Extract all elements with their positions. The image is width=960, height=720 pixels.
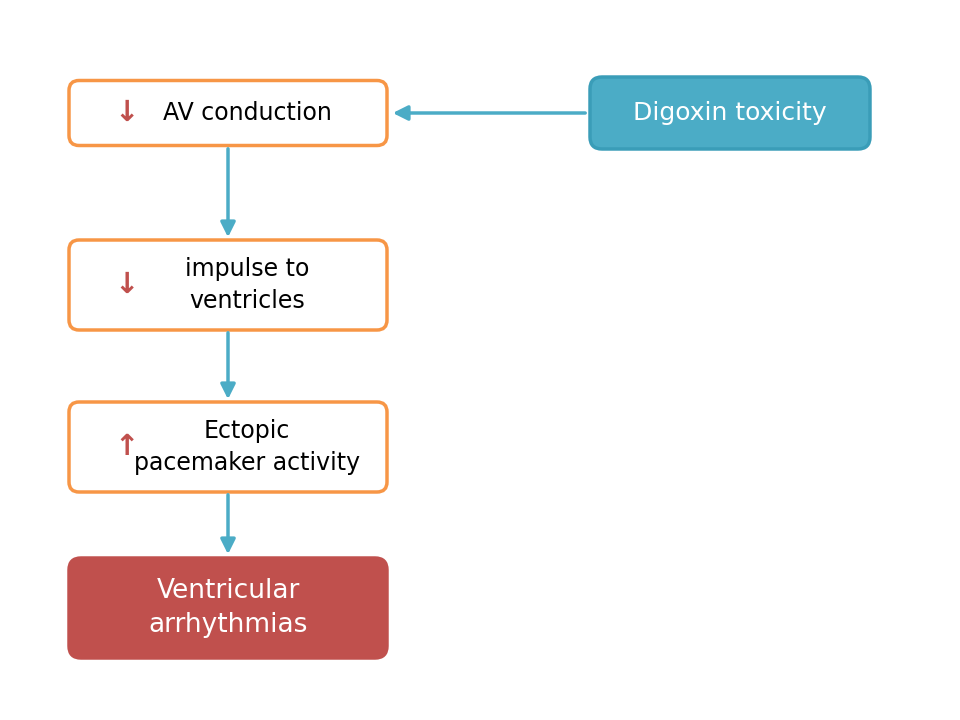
Text: Digoxin toxicity: Digoxin toxicity — [634, 101, 827, 125]
FancyBboxPatch shape — [69, 81, 387, 145]
FancyBboxPatch shape — [590, 77, 870, 149]
Text: Ectopic
pacemaker activity: Ectopic pacemaker activity — [134, 419, 360, 474]
Text: ↓: ↓ — [114, 99, 138, 127]
FancyBboxPatch shape — [69, 240, 387, 330]
Text: ↓: ↓ — [114, 271, 138, 299]
Text: impulse to
ventricles: impulse to ventricles — [185, 257, 309, 312]
FancyBboxPatch shape — [69, 402, 387, 492]
Text: Ventricular
arrhythmias: Ventricular arrhythmias — [148, 578, 308, 638]
Text: ↑: ↑ — [114, 433, 138, 461]
Text: AV conduction: AV conduction — [162, 101, 331, 125]
FancyBboxPatch shape — [69, 558, 387, 658]
